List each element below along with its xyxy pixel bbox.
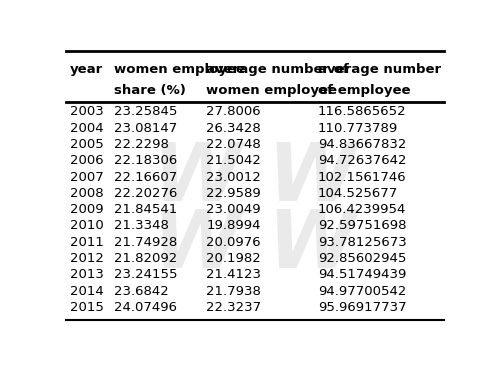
Text: 23.0012: 23.0012 bbox=[206, 170, 261, 184]
Text: share (%): share (%) bbox=[114, 84, 186, 97]
Text: 24.07496: 24.07496 bbox=[114, 301, 177, 314]
Text: women employee: women employee bbox=[114, 62, 245, 76]
Text: 104.525677: 104.525677 bbox=[317, 187, 398, 200]
Text: 2012: 2012 bbox=[69, 252, 104, 265]
Text: 22.3237: 22.3237 bbox=[206, 301, 261, 314]
Text: 21.7938: 21.7938 bbox=[206, 285, 261, 297]
Text: 2013: 2013 bbox=[69, 268, 104, 281]
Text: 23.6842: 23.6842 bbox=[114, 285, 169, 297]
Text: 2007: 2007 bbox=[69, 170, 104, 184]
Text: 116.5865652: 116.5865652 bbox=[317, 105, 406, 118]
Text: 20.1982: 20.1982 bbox=[206, 252, 261, 265]
Text: 26.3428: 26.3428 bbox=[206, 122, 261, 135]
Text: 2011: 2011 bbox=[69, 236, 104, 249]
Text: of employee: of employee bbox=[317, 84, 410, 97]
Text: average number of: average number of bbox=[206, 62, 349, 76]
Text: 2014: 2014 bbox=[69, 285, 104, 297]
Text: 106.4239954: 106.4239954 bbox=[317, 203, 406, 216]
Text: 102.1561746: 102.1561746 bbox=[317, 170, 406, 184]
Text: 22.16607: 22.16607 bbox=[114, 170, 177, 184]
Text: 22.20276: 22.20276 bbox=[114, 187, 177, 200]
Text: 22.9589: 22.9589 bbox=[206, 187, 261, 200]
Text: average number: average number bbox=[317, 62, 441, 76]
Text: 27.8006: 27.8006 bbox=[206, 105, 261, 118]
Text: 94.51749439: 94.51749439 bbox=[317, 268, 406, 281]
Text: 19.8994: 19.8994 bbox=[206, 219, 261, 233]
Text: W: W bbox=[267, 207, 356, 285]
Text: 2004: 2004 bbox=[69, 122, 103, 135]
Text: 21.5042: 21.5042 bbox=[206, 154, 261, 167]
Text: 2006: 2006 bbox=[69, 154, 103, 167]
Text: year: year bbox=[69, 62, 103, 76]
Text: 21.3348: 21.3348 bbox=[114, 219, 169, 233]
Text: 21.82092: 21.82092 bbox=[114, 252, 177, 265]
Text: 93.78125673: 93.78125673 bbox=[317, 236, 406, 249]
Text: 22.2298: 22.2298 bbox=[114, 138, 169, 151]
Text: 2015: 2015 bbox=[69, 301, 104, 314]
Text: 23.24155: 23.24155 bbox=[114, 268, 178, 281]
Text: 21.84541: 21.84541 bbox=[114, 203, 177, 216]
Text: 2008: 2008 bbox=[69, 187, 103, 200]
Text: W: W bbox=[152, 207, 241, 285]
Text: 110.773789: 110.773789 bbox=[317, 122, 398, 135]
Text: 94.97700542: 94.97700542 bbox=[317, 285, 406, 297]
Text: 22.18306: 22.18306 bbox=[114, 154, 177, 167]
Text: 21.4123: 21.4123 bbox=[206, 268, 261, 281]
Text: women employee: women employee bbox=[206, 84, 337, 97]
Text: 22.0748: 22.0748 bbox=[206, 138, 261, 151]
Text: 23.08147: 23.08147 bbox=[114, 122, 177, 135]
Text: 92.85602945: 92.85602945 bbox=[317, 252, 406, 265]
Text: W: W bbox=[267, 140, 356, 218]
Text: 95.96917737: 95.96917737 bbox=[317, 301, 406, 314]
Text: W: W bbox=[152, 140, 241, 218]
Text: 2010: 2010 bbox=[69, 219, 104, 233]
Text: 2009: 2009 bbox=[69, 203, 103, 216]
Text: 23.0049: 23.0049 bbox=[206, 203, 261, 216]
Text: 20.0976: 20.0976 bbox=[206, 236, 261, 249]
Text: 94.83667832: 94.83667832 bbox=[317, 138, 406, 151]
Text: 2003: 2003 bbox=[69, 105, 104, 118]
Text: 23.25845: 23.25845 bbox=[114, 105, 177, 118]
Text: 92.59751698: 92.59751698 bbox=[317, 219, 406, 233]
Text: 21.74928: 21.74928 bbox=[114, 236, 177, 249]
Text: 2005: 2005 bbox=[69, 138, 104, 151]
Text: 94.72637642: 94.72637642 bbox=[317, 154, 406, 167]
